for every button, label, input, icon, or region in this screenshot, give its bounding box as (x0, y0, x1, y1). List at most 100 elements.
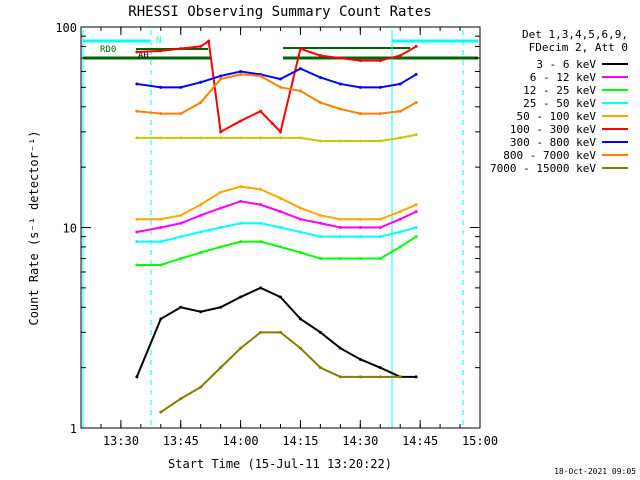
series-5-point (279, 130, 282, 134)
y-axis-label: Count Rate (s⁻¹ detector⁻¹) (27, 130, 41, 325)
series-8-point (398, 136, 402, 140)
series-8-point (414, 133, 418, 137)
series-4-point (358, 217, 362, 221)
series-4-point (219, 190, 223, 194)
detector-info-line: Det 1,3,4,5,6,9, (522, 28, 628, 41)
series-6-point (398, 82, 402, 86)
series-6-point (338, 82, 342, 86)
series-5-point (338, 56, 342, 60)
series-5-point (159, 49, 163, 53)
series-4-point (179, 213, 183, 217)
series-1-point (159, 226, 163, 229)
series-0-point (318, 330, 322, 334)
footer-date: 18-Oct-2021 09:05 (554, 467, 636, 476)
series-4-point (414, 203, 418, 207)
series-1-point (414, 210, 418, 214)
series-4-point (279, 196, 282, 200)
series-9-point (219, 366, 223, 370)
series-2-point (259, 240, 263, 244)
legend-label: 800 - 7000 keV (503, 149, 596, 162)
y-tick-label: 100 (55, 21, 77, 35)
series-3-point (179, 235, 183, 239)
series-5-point (298, 47, 302, 51)
series-0-point (414, 375, 418, 379)
series-7-point (179, 112, 183, 116)
series-9-point (179, 397, 183, 401)
series-8-point (259, 136, 263, 140)
series-9-point (239, 346, 243, 350)
series-5-point (239, 119, 243, 123)
series-9-point (279, 330, 282, 334)
series-3-point (298, 230, 302, 234)
series-4-point (398, 210, 402, 214)
series-0-point (378, 366, 382, 370)
series-0-point (135, 375, 139, 379)
series-9-point (159, 410, 163, 414)
x-tick-label: 13:30 (103, 434, 139, 448)
legend-label: 7000 - 15000 keV (490, 162, 596, 175)
series-0-point (338, 346, 342, 350)
series-2-point (398, 245, 402, 249)
series-6-point (318, 75, 322, 79)
series-7-point (219, 77, 223, 81)
series-1-point (179, 221, 183, 225)
series-1-point (318, 221, 322, 225)
series-6-point (199, 80, 203, 84)
series-8-point (378, 139, 382, 143)
night-label: N (156, 36, 161, 46)
series-2-point (298, 251, 302, 255)
x-tick-label: 14:15 (282, 434, 318, 448)
series-8-point (358, 139, 362, 143)
series-9-point (358, 375, 362, 379)
series-2-point (358, 257, 362, 261)
series-7-point (398, 109, 402, 113)
series-5-point (378, 59, 382, 63)
series-7-point (239, 72, 243, 76)
series-4-point (338, 217, 342, 221)
series-0-point (279, 295, 282, 299)
series-7-point (318, 101, 322, 105)
series-5-point (318, 54, 322, 58)
series-8-point (239, 136, 243, 140)
x-tick-label: 14:45 (402, 434, 438, 448)
series-8-point (219, 136, 223, 140)
series-5-point (414, 44, 418, 48)
series-1-point (358, 226, 362, 229)
axes: 13:30 13:45 14:00 14:15 14:30 14:45 15:00 1 10 10… (55, 21, 498, 448)
series-2-point (239, 240, 243, 244)
series-0-point (159, 317, 163, 321)
y-tick-label: 1 (70, 422, 77, 436)
series-7-point (338, 107, 342, 111)
series-4-point (239, 185, 243, 189)
series-3-point (159, 240, 163, 244)
series-5-point (271, 122, 275, 126)
series-0-point (259, 286, 263, 290)
legend-label: 50 - 100 keV (517, 110, 597, 123)
series-2-point (414, 235, 418, 239)
series-3-point (398, 230, 402, 234)
a0-label: A0 (138, 51, 149, 61)
series-0-point (298, 317, 302, 321)
series-4-point (159, 217, 163, 221)
x-tick-label: 14:30 (342, 434, 378, 448)
series-6-point (219, 74, 223, 78)
series-5-point (179, 47, 183, 51)
series-3-point (279, 226, 282, 229)
series-3-point (199, 230, 203, 234)
series-7-point (414, 101, 418, 105)
series-2-point (378, 257, 382, 261)
series-line-2 (136, 235, 417, 267)
series-7-point (199, 101, 203, 105)
series-7-point (135, 109, 139, 113)
series-9-point (398, 375, 402, 379)
legend: Det 1,3,4,5,6,9,FDecim 2, Att 0 3 - 6 keV… (490, 28, 628, 175)
series-3-point (135, 240, 139, 244)
series-4-point (259, 187, 263, 191)
series-1-point (298, 217, 302, 221)
series-4-point (318, 213, 322, 217)
series-1-point (135, 230, 139, 234)
series-1-point (199, 213, 203, 217)
series-line-9 (160, 331, 401, 413)
series-7-point (159, 112, 163, 116)
